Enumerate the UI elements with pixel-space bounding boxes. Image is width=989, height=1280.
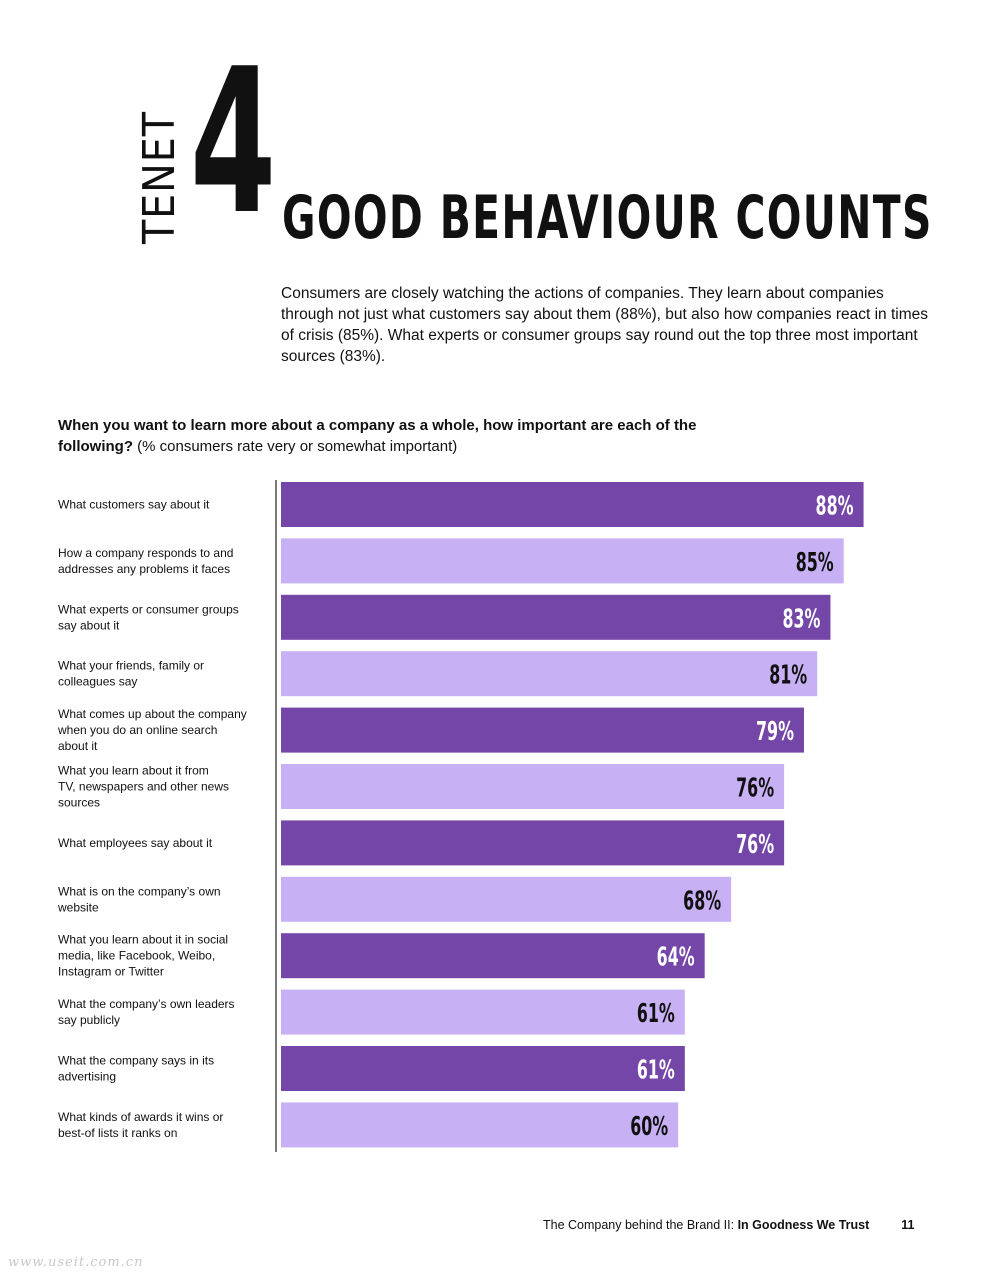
bar-value-label: 61% — [637, 999, 675, 1029]
category-label: What experts or consumer groups say about… — [58, 602, 239, 632]
tenet-label: TENET — [134, 111, 185, 244]
bar — [281, 764, 785, 809]
intro-paragraph: Consumers are closely watching the actio… — [281, 285, 929, 365]
bar — [281, 707, 804, 753]
tenet-number: 4 — [190, 26, 277, 259]
bar-value-label: 61% — [637, 1056, 675, 1086]
bar — [281, 538, 844, 584]
category-label: What you learn about it from TV, newspape… — [58, 764, 229, 810]
bar-value-label: 85% — [796, 548, 834, 578]
footer-text: The Company behind the Brand II: — [543, 1218, 738, 1232]
chart-question: When you want to learn more about a comp… — [58, 415, 698, 457]
category-label: What comes up about the company when you … — [57, 707, 247, 753]
bar-value-label: 88% — [816, 492, 854, 522]
category-label: What the company’s own leaders say public… — [58, 997, 235, 1027]
page-footer: The Company behind the Brand II: In Good… — [543, 1218, 943, 1232]
category-label: What you learn about it in social media, … — [58, 933, 228, 979]
footer-title: In Goodness We Trust — [737, 1218, 870, 1232]
bar-value-label: 79% — [756, 717, 794, 747]
category-label: What is on the company’s own website — [57, 884, 221, 914]
bar-value-label: 68% — [683, 886, 721, 916]
bar-value-label: 81% — [769, 661, 807, 691]
bar — [281, 1102, 679, 1148]
bar-value-label: 76% — [736, 830, 774, 860]
category-label: What the company says in its advertising — [58, 1054, 214, 1084]
bar — [281, 1046, 685, 1091]
bar-chart: 88% What customers say about it 85% How a c… — [57, 480, 864, 1152]
category-label: How a company responds to and addresses a… — [58, 546, 233, 576]
bar — [281, 594, 831, 640]
bar-value-label: 64% — [657, 943, 695, 973]
category-label: What kinds of awards it wins or best-of l… — [58, 1110, 223, 1140]
bar — [281, 651, 818, 697]
page-number: 11 — [901, 1218, 915, 1232]
bar — [281, 820, 785, 866]
bar-value-label: 60% — [630, 1112, 668, 1142]
question-note: (% consumers rate very or somewhat impor… — [137, 438, 458, 455]
question-text: When you want to learn more about a comp… — [58, 417, 697, 455]
bar — [281, 933, 705, 979]
bar — [281, 876, 732, 922]
category-label: What customers say about it — [58, 498, 210, 512]
page-headline: GOOD BEHAVIOUR COUNTS — [282, 183, 933, 253]
category-label: What employees say about it — [58, 836, 213, 850]
bar-value-label: 83% — [782, 604, 820, 634]
bar — [281, 989, 685, 1035]
category-label: What your friends, family or colleagues s… — [58, 659, 204, 689]
bar — [281, 482, 864, 527]
watermark: www.useit.com.cn — [8, 1255, 144, 1270]
bar-value-label: 76% — [736, 774, 774, 804]
